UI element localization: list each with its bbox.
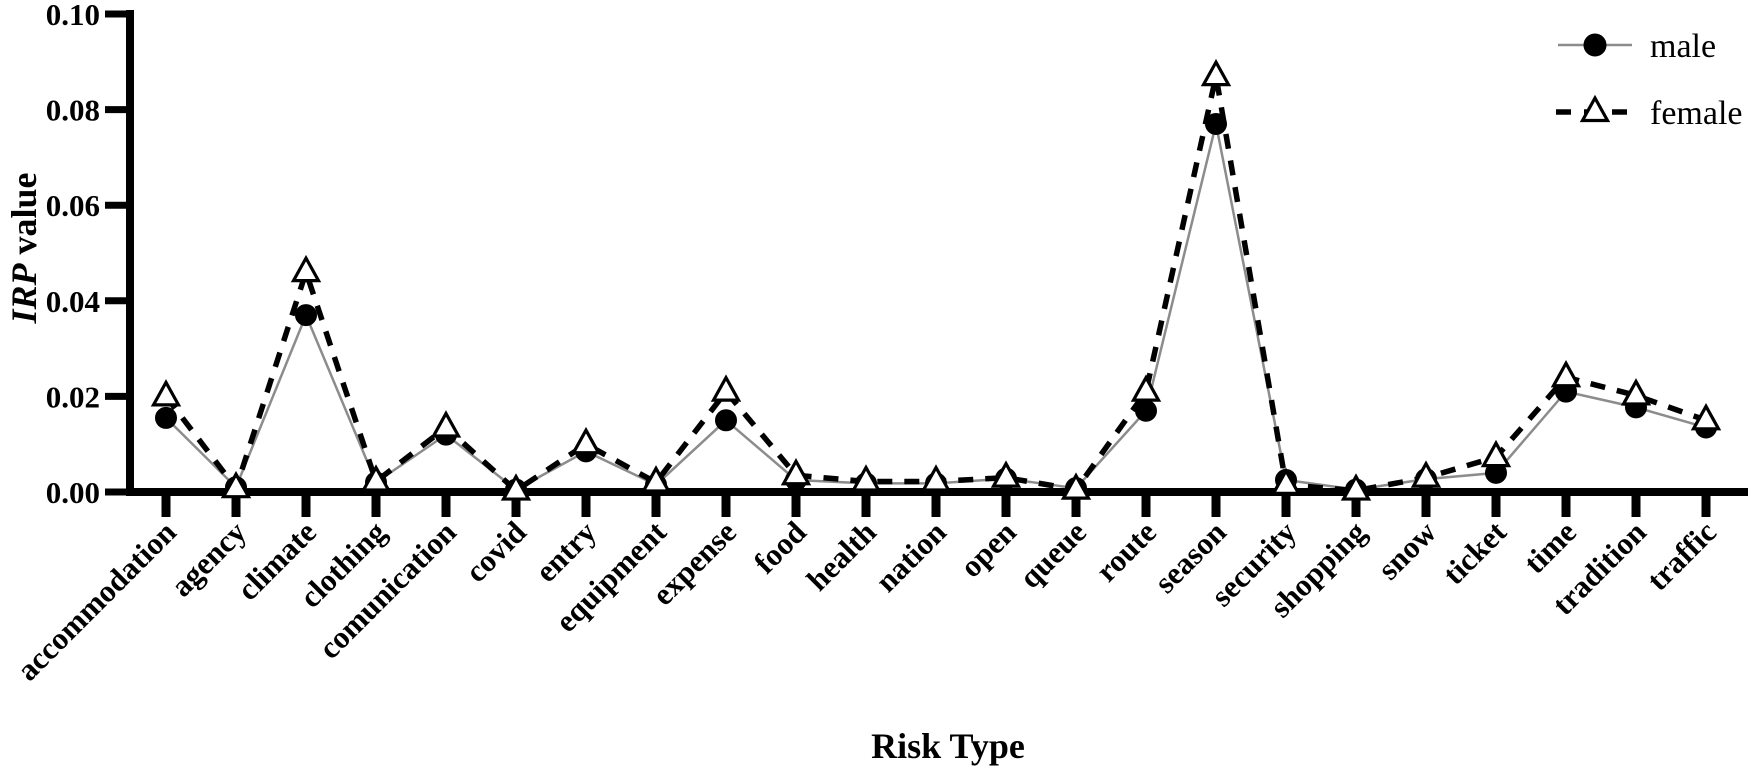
y-tick-label: 0.10 xyxy=(46,0,100,32)
male-series-line xyxy=(165,123,1707,492)
female-point-ticket xyxy=(1480,439,1512,468)
male-point-accommodation xyxy=(155,406,177,429)
filled-circle-icon xyxy=(1583,33,1607,57)
female-point-comunication xyxy=(430,410,462,438)
series-layer xyxy=(150,58,1722,501)
female-point-open xyxy=(990,460,1022,488)
y-axis-title: IRP value xyxy=(4,172,44,324)
x-category-label-health: health xyxy=(800,514,883,597)
x-category-label-snow: snow xyxy=(1371,514,1444,587)
y-tick-label: 0.04 xyxy=(46,284,100,319)
male-point-season xyxy=(1205,112,1227,135)
female-point-route xyxy=(1130,374,1162,402)
x-category-label-traffic: traffic xyxy=(1640,514,1723,597)
female-point-covid xyxy=(500,473,532,501)
x-category-label-open: open xyxy=(953,514,1023,584)
female-point-shopping xyxy=(1340,473,1372,501)
y-tick-label: 0.06 xyxy=(46,188,100,223)
legend-female-label: female xyxy=(1650,95,1743,132)
female-point-nation xyxy=(920,464,952,492)
x-category-label-covid: covid xyxy=(458,514,533,589)
female-point-tradition xyxy=(1620,378,1652,406)
female-point-time xyxy=(1550,359,1582,388)
female-point-season xyxy=(1200,58,1232,87)
female-point-food xyxy=(780,457,812,486)
x-category-label-queue: queue xyxy=(1012,514,1093,595)
legend-male-label: male xyxy=(1650,28,1716,65)
female-point-queue xyxy=(1060,472,1092,500)
x-axis-title: Risk Type xyxy=(871,726,1025,766)
x-category-label-nation: nation xyxy=(869,514,953,598)
x-category-label-accommodation: accommodation xyxy=(10,514,183,687)
female-point-entry xyxy=(570,426,602,455)
female-point-clothing xyxy=(360,464,392,492)
female-series-line xyxy=(163,75,1707,495)
legend: male female xyxy=(1556,28,1743,132)
female-point-security xyxy=(1270,467,1302,495)
y-tick-label: 0.02 xyxy=(46,379,100,414)
y-axis-title-italic-part: IRP xyxy=(4,262,44,324)
female-point-agency xyxy=(220,470,252,499)
axes-layer: 0.000.020.040.060.080.10accommodationage… xyxy=(10,0,1748,688)
male-point-expense xyxy=(715,409,737,432)
y-tick-label: 0.08 xyxy=(46,93,100,128)
female-point-climate xyxy=(290,254,322,283)
female-point-expense xyxy=(710,374,742,402)
y-axis-title-rest-part: value xyxy=(4,172,44,263)
female-point-snow xyxy=(1410,460,1442,488)
male-point-climate xyxy=(295,304,317,327)
female-point-traffic xyxy=(1690,403,1722,431)
male-point-route xyxy=(1135,399,1157,422)
y-tick-label: 0.00 xyxy=(46,475,100,510)
female-point-accommodation xyxy=(150,379,182,407)
x-category-label-ticket: ticket xyxy=(1436,514,1514,592)
open-triangle-icon xyxy=(1579,94,1611,123)
female-point-health xyxy=(850,464,882,492)
female-point-equipment xyxy=(640,465,672,493)
